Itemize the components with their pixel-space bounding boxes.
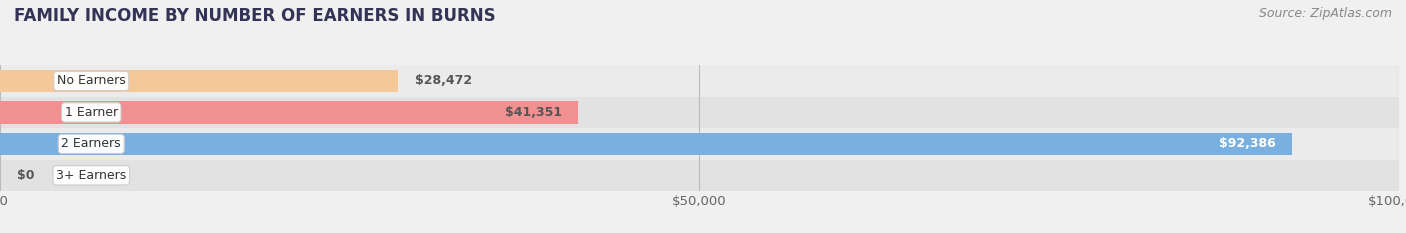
Text: $92,386: $92,386 (1219, 137, 1275, 150)
Text: No Earners: No Earners (56, 75, 125, 87)
Text: 1 Earner: 1 Earner (65, 106, 118, 119)
Text: $28,472: $28,472 (415, 75, 472, 87)
Bar (0, 160, 1399, 191)
Text: $41,351: $41,351 (505, 106, 562, 119)
Bar (0, 133, 1292, 155)
Bar (0, 101, 578, 124)
Bar (0, 97, 1399, 128)
Text: 3+ Earners: 3+ Earners (56, 169, 127, 182)
Bar (0, 65, 1399, 97)
Text: 2 Earners: 2 Earners (62, 137, 121, 150)
Text: $0: $0 (17, 169, 34, 182)
Text: Source: ZipAtlas.com: Source: ZipAtlas.com (1258, 7, 1392, 20)
Text: FAMILY INCOME BY NUMBER OF EARNERS IN BURNS: FAMILY INCOME BY NUMBER OF EARNERS IN BU… (14, 7, 496, 25)
Bar (0, 128, 1399, 160)
Bar (0, 70, 398, 92)
